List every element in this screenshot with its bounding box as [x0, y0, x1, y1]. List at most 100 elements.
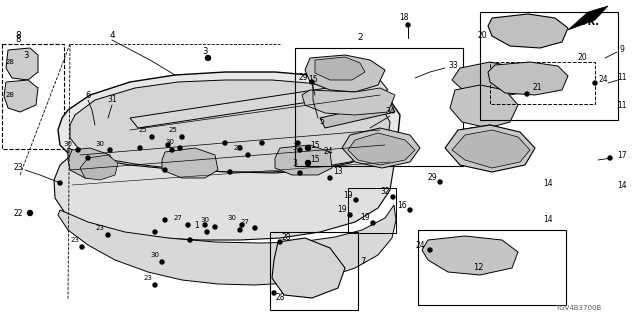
Circle shape — [391, 195, 395, 199]
Circle shape — [298, 171, 302, 175]
Text: 4: 4 — [109, 30, 115, 39]
Polygon shape — [450, 125, 525, 168]
Circle shape — [186, 223, 190, 227]
Circle shape — [166, 143, 170, 147]
Circle shape — [106, 233, 110, 237]
Text: 25: 25 — [139, 127, 147, 133]
Text: 30: 30 — [95, 141, 104, 147]
Circle shape — [260, 141, 264, 145]
Circle shape — [170, 148, 174, 152]
Circle shape — [58, 181, 62, 185]
Polygon shape — [130, 80, 388, 128]
Bar — [295, 48, 463, 166]
Text: 9: 9 — [620, 45, 625, 54]
Text: 24: 24 — [323, 148, 333, 156]
Circle shape — [408, 208, 412, 212]
Circle shape — [205, 55, 211, 60]
Circle shape — [180, 135, 184, 139]
Text: FR.: FR. — [581, 17, 599, 27]
Circle shape — [253, 226, 257, 230]
Polygon shape — [6, 48, 38, 80]
Text: 32: 32 — [380, 188, 390, 196]
Text: 2: 2 — [357, 34, 363, 43]
Circle shape — [86, 156, 90, 160]
Bar — [480, 12, 618, 120]
Text: 30: 30 — [166, 139, 175, 145]
Text: 17: 17 — [617, 150, 627, 159]
Text: 3: 3 — [23, 51, 29, 60]
Polygon shape — [452, 62, 535, 98]
Polygon shape — [445, 125, 535, 172]
Polygon shape — [58, 205, 396, 285]
Text: 7: 7 — [360, 258, 365, 267]
Circle shape — [138, 146, 142, 150]
Circle shape — [371, 221, 375, 225]
Text: 3: 3 — [292, 143, 298, 153]
Polygon shape — [68, 148, 115, 178]
Text: 30: 30 — [150, 252, 159, 258]
Text: 28: 28 — [6, 59, 15, 65]
Text: 8: 8 — [15, 30, 21, 39]
Polygon shape — [452, 130, 530, 168]
Circle shape — [163, 168, 167, 172]
Polygon shape — [302, 88, 395, 115]
Circle shape — [28, 211, 33, 215]
Text: 30: 30 — [63, 141, 72, 147]
Text: 6: 6 — [85, 91, 91, 100]
Circle shape — [178, 146, 182, 150]
Text: 19: 19 — [337, 205, 347, 214]
Polygon shape — [488, 62, 568, 95]
Text: 24: 24 — [598, 76, 608, 84]
Text: 3: 3 — [202, 47, 208, 57]
Circle shape — [428, 248, 432, 252]
Circle shape — [348, 213, 352, 217]
Circle shape — [406, 23, 410, 27]
Polygon shape — [342, 128, 420, 168]
Circle shape — [188, 238, 192, 242]
Text: 15: 15 — [310, 140, 320, 149]
Bar — [270, 232, 358, 310]
Circle shape — [76, 148, 80, 152]
Circle shape — [238, 146, 242, 150]
Text: 16: 16 — [397, 201, 407, 210]
Circle shape — [593, 81, 597, 85]
Polygon shape — [450, 85, 518, 128]
Circle shape — [238, 228, 242, 232]
Circle shape — [203, 223, 207, 227]
Circle shape — [525, 92, 529, 96]
Polygon shape — [422, 236, 518, 275]
Text: 3: 3 — [292, 158, 298, 167]
Text: 13: 13 — [333, 167, 343, 177]
Text: 20: 20 — [477, 30, 487, 39]
Text: 22: 22 — [13, 209, 23, 218]
Text: 30: 30 — [227, 215, 237, 221]
Text: 23: 23 — [95, 225, 104, 231]
Text: 8: 8 — [15, 36, 20, 44]
Circle shape — [278, 240, 282, 244]
Polygon shape — [568, 6, 608, 30]
Circle shape — [272, 291, 276, 295]
Circle shape — [223, 141, 227, 145]
Circle shape — [205, 230, 209, 234]
Text: 12: 12 — [473, 263, 483, 273]
Circle shape — [305, 161, 310, 165]
Polygon shape — [80, 155, 118, 180]
Circle shape — [310, 80, 314, 84]
Text: 25: 25 — [168, 127, 177, 133]
Text: 15: 15 — [310, 156, 320, 164]
Circle shape — [163, 218, 167, 222]
Text: 15: 15 — [308, 76, 318, 84]
Circle shape — [160, 260, 164, 264]
Text: 19: 19 — [360, 213, 370, 222]
Text: 29: 29 — [298, 74, 308, 83]
Circle shape — [153, 283, 157, 287]
Polygon shape — [488, 14, 568, 48]
Circle shape — [296, 141, 300, 145]
Text: 24: 24 — [415, 241, 425, 250]
Polygon shape — [4, 80, 38, 112]
Polygon shape — [58, 72, 400, 175]
Polygon shape — [315, 57, 365, 80]
Bar — [348, 188, 396, 233]
Polygon shape — [305, 55, 385, 92]
Bar — [418, 230, 566, 305]
